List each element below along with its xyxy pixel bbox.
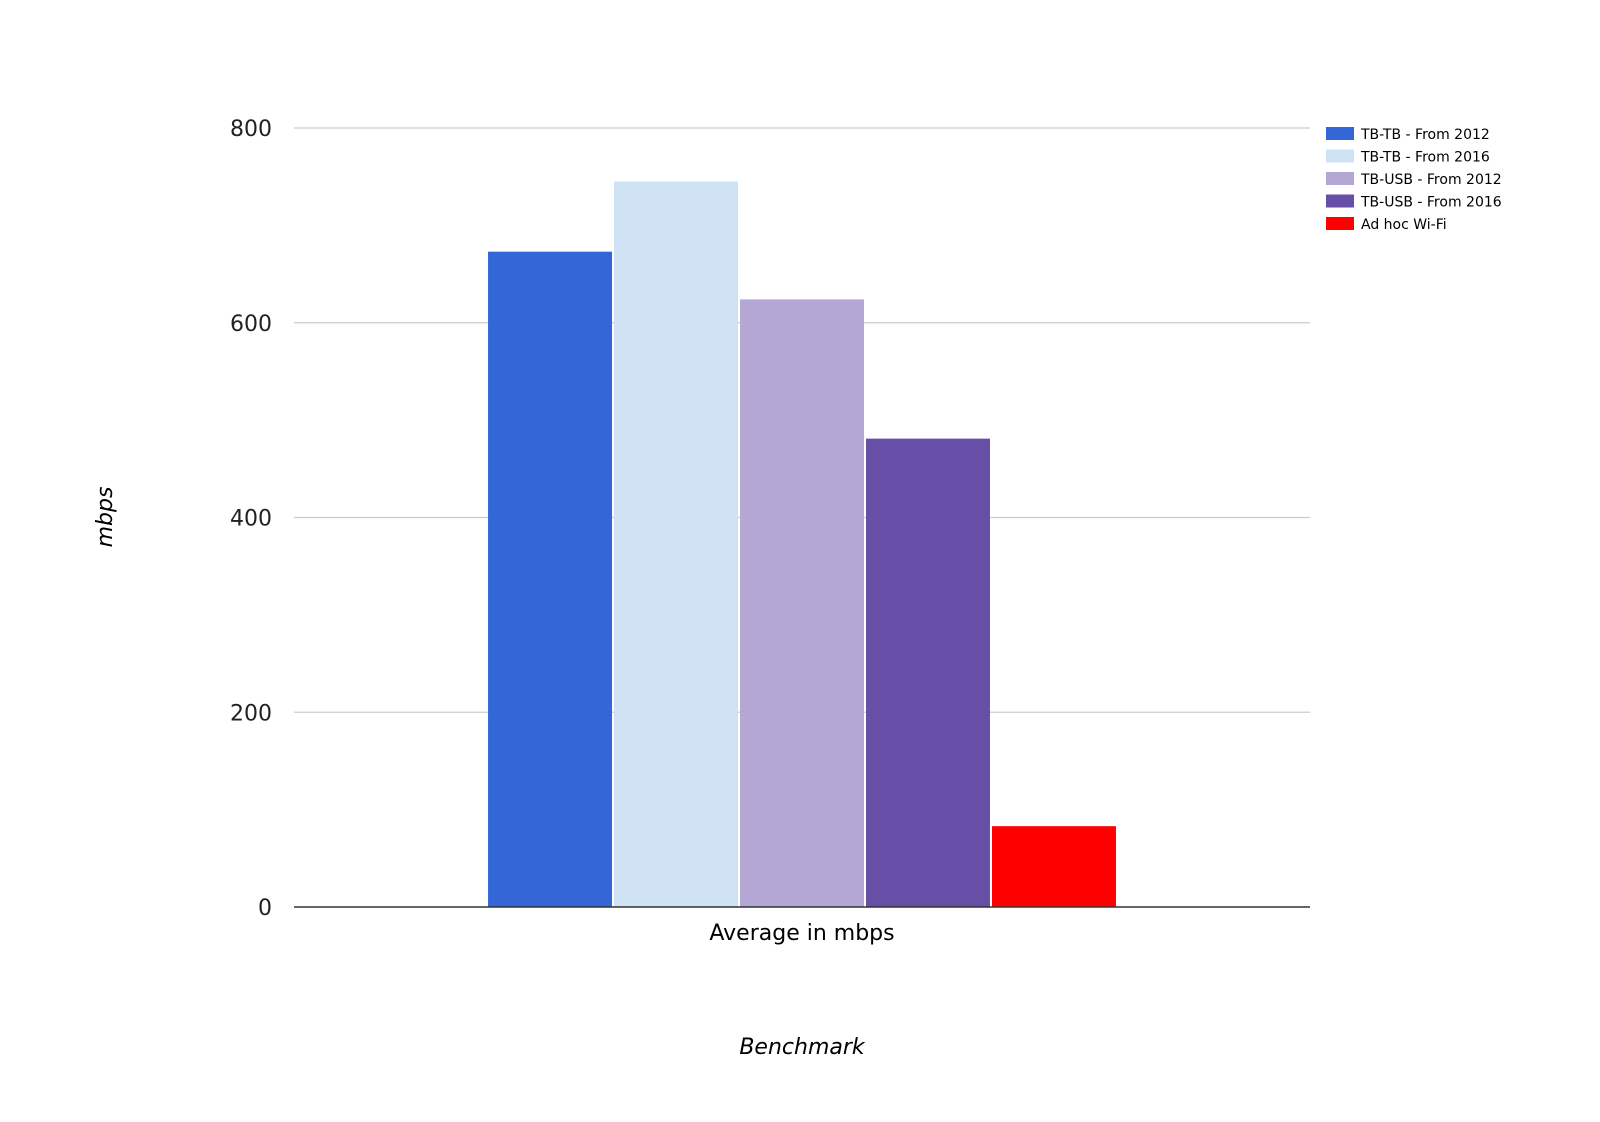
legend-swatch [1326, 149, 1354, 163]
x-axis-category-labels: Average in mbps [709, 921, 894, 946]
y-tick-label: 400 [230, 507, 272, 532]
bar-tb-tb-from-2012 [488, 251, 613, 907]
legend-swatch [1326, 127, 1354, 140]
bars [488, 181, 1116, 907]
y-tick-label: 200 [230, 701, 272, 726]
bar-tb-usb-from-2016 [865, 438, 990, 907]
x-category-label: Average in mbps [709, 921, 894, 946]
legend-label: TB-TB - From 2016 [1360, 150, 1490, 166]
legend-swatch [1326, 172, 1354, 185]
y-tick-label: 0 [258, 896, 272, 921]
legend-label: TB-TB - From 2012 [1360, 127, 1490, 143]
bar-tb-tb-from-2016 [614, 181, 739, 907]
y-axis-title: mbps [93, 487, 118, 548]
y-tick-label: 800 [230, 117, 272, 142]
legend-label: TB-USB - From 2012 [1360, 172, 1502, 188]
legend: TB-TB - From 2012 TB-TB - From 2016 TB-USB… [1326, 127, 1502, 233]
legend-swatch [1326, 217, 1354, 230]
y-axis-tick-labels: 0 200 400 600 800 [230, 117, 272, 921]
x-axis-title: Benchmark [739, 1035, 866, 1060]
bar-tb-usb-from-2012 [740, 299, 864, 907]
legend-swatch [1326, 194, 1354, 208]
bar-ad-hoc-wi-fi [991, 826, 1116, 907]
legend-label: TB-USB - From 2016 [1360, 195, 1502, 211]
legend-label: Ad hoc Wi-Fi [1361, 217, 1447, 233]
y-tick-label: 600 [230, 312, 272, 337]
